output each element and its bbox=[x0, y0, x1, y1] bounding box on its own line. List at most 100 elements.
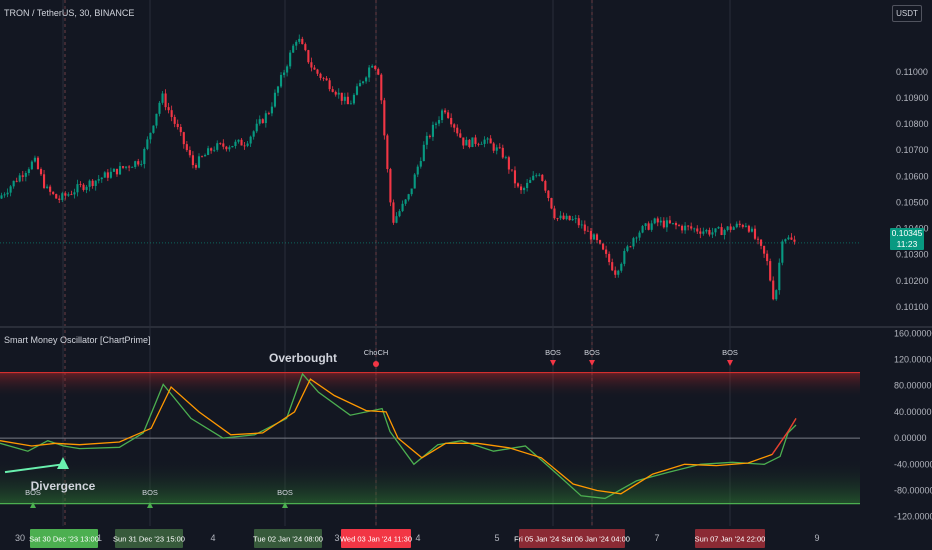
candle bbox=[711, 227, 714, 239]
candle bbox=[550, 197, 553, 210]
oscillator-tick-label: 0.00000 bbox=[894, 433, 927, 443]
pane-separator[interactable] bbox=[0, 326, 932, 328]
candle bbox=[140, 160, 143, 167]
candle bbox=[319, 72, 322, 81]
candle bbox=[27, 167, 30, 176]
candle bbox=[529, 177, 532, 184]
candle bbox=[12, 180, 15, 189]
candle bbox=[541, 174, 544, 182]
candle bbox=[495, 144, 498, 155]
candle bbox=[109, 167, 112, 179]
candle bbox=[273, 89, 277, 108]
symbol-title: TRON / TetherUS, 30, BINANCE bbox=[4, 8, 135, 18]
candle bbox=[149, 132, 152, 144]
signal-markers: Overbought Divergence ChoCH BOS BOS BOS BOS BOS… bbox=[4, 348, 738, 508]
candle bbox=[179, 124, 182, 137]
candle bbox=[76, 179, 79, 197]
currency-button[interactable]: USDT bbox=[892, 5, 922, 22]
candle bbox=[623, 248, 626, 267]
candle bbox=[413, 173, 416, 189]
candle bbox=[340, 92, 343, 105]
candle bbox=[228, 145, 231, 152]
candle bbox=[15, 177, 18, 183]
bos-label: BOS bbox=[277, 488, 293, 497]
svg-text:Fri 05 Jan '24 Sat 06 Jan '2: Fri 05 Jan '24 Sat 06 Jan '24 04:00 bbox=[514, 535, 630, 544]
candle bbox=[313, 64, 316, 70]
candle bbox=[404, 199, 407, 206]
oscillator-slow-line bbox=[0, 378, 797, 495]
candle bbox=[444, 108, 447, 115]
candle bbox=[650, 220, 653, 232]
candle bbox=[674, 221, 678, 230]
candle bbox=[392, 199, 395, 225]
candle bbox=[349, 100, 352, 105]
oscillator-tick-label: -120.00000 bbox=[894, 512, 932, 522]
candle bbox=[292, 43, 295, 53]
candle bbox=[67, 192, 70, 197]
candle bbox=[656, 216, 659, 227]
candle bbox=[583, 220, 586, 235]
candle bbox=[46, 184, 49, 190]
candle bbox=[492, 141, 495, 154]
candle bbox=[6, 188, 9, 198]
candle bbox=[94, 180, 97, 191]
candle bbox=[553, 205, 556, 220]
candle bbox=[64, 191, 67, 200]
candle bbox=[161, 90, 164, 105]
candle bbox=[790, 233, 793, 241]
candle bbox=[647, 221, 650, 231]
bos-label: BOS bbox=[25, 488, 41, 497]
candle bbox=[726, 226, 729, 232]
candle bbox=[641, 225, 644, 234]
time-tick-label: 7 bbox=[654, 533, 659, 543]
candle bbox=[249, 135, 252, 147]
candle bbox=[91, 178, 94, 189]
candle bbox=[635, 236, 638, 243]
candle bbox=[775, 289, 778, 301]
candle bbox=[18, 173, 21, 183]
candle bbox=[131, 166, 134, 168]
candle bbox=[595, 233, 599, 244]
candle bbox=[769, 258, 772, 282]
overbought-label: Overbought bbox=[269, 351, 337, 365]
candle bbox=[361, 80, 365, 85]
candle bbox=[705, 228, 708, 234]
svg-text:Wed 03 Jan '24 11:30: Wed 03 Jan '24 11:30 bbox=[340, 535, 412, 544]
candle bbox=[699, 227, 702, 239]
candle bbox=[684, 222, 687, 234]
candle bbox=[416, 164, 419, 178]
candle bbox=[283, 69, 286, 78]
candle bbox=[759, 239, 763, 250]
candle bbox=[532, 171, 535, 181]
oscillator-fast-line bbox=[0, 372, 797, 500]
candle bbox=[61, 191, 64, 203]
candle bbox=[371, 64, 374, 68]
candle bbox=[668, 215, 671, 225]
candle bbox=[483, 136, 486, 148]
time-tick-label: 5 bbox=[494, 533, 499, 543]
time-highlight-label: Wed 03 Jan '24 11:30 bbox=[340, 529, 412, 548]
candle bbox=[106, 169, 109, 182]
candle bbox=[334, 90, 337, 97]
divergence-line bbox=[4, 463, 64, 474]
svg-text:Sun 31 Dec '23 15:00: Sun 31 Dec '23 15:00 bbox=[113, 535, 185, 544]
candle bbox=[389, 167, 392, 207]
candle bbox=[137, 158, 140, 167]
candle bbox=[410, 188, 413, 197]
candle bbox=[176, 119, 179, 130]
candle bbox=[653, 217, 656, 225]
candle bbox=[383, 97, 386, 140]
price-tick-label: 0.10100 bbox=[896, 302, 929, 312]
candle bbox=[377, 67, 380, 76]
time-tick-label: 4 bbox=[415, 533, 420, 543]
candle bbox=[568, 215, 571, 221]
candle bbox=[598, 239, 602, 245]
time-highlight-label: Fri 05 Jan '24 Sat 06 Jan '24 04:00 bbox=[514, 529, 630, 548]
candle bbox=[735, 221, 738, 229]
last-price-value: 0.10345 bbox=[891, 228, 923, 238]
candle bbox=[216, 140, 219, 152]
candle bbox=[343, 92, 346, 105]
choch-marker bbox=[373, 361, 379, 367]
candle bbox=[222, 139, 225, 150]
candle bbox=[510, 169, 513, 172]
